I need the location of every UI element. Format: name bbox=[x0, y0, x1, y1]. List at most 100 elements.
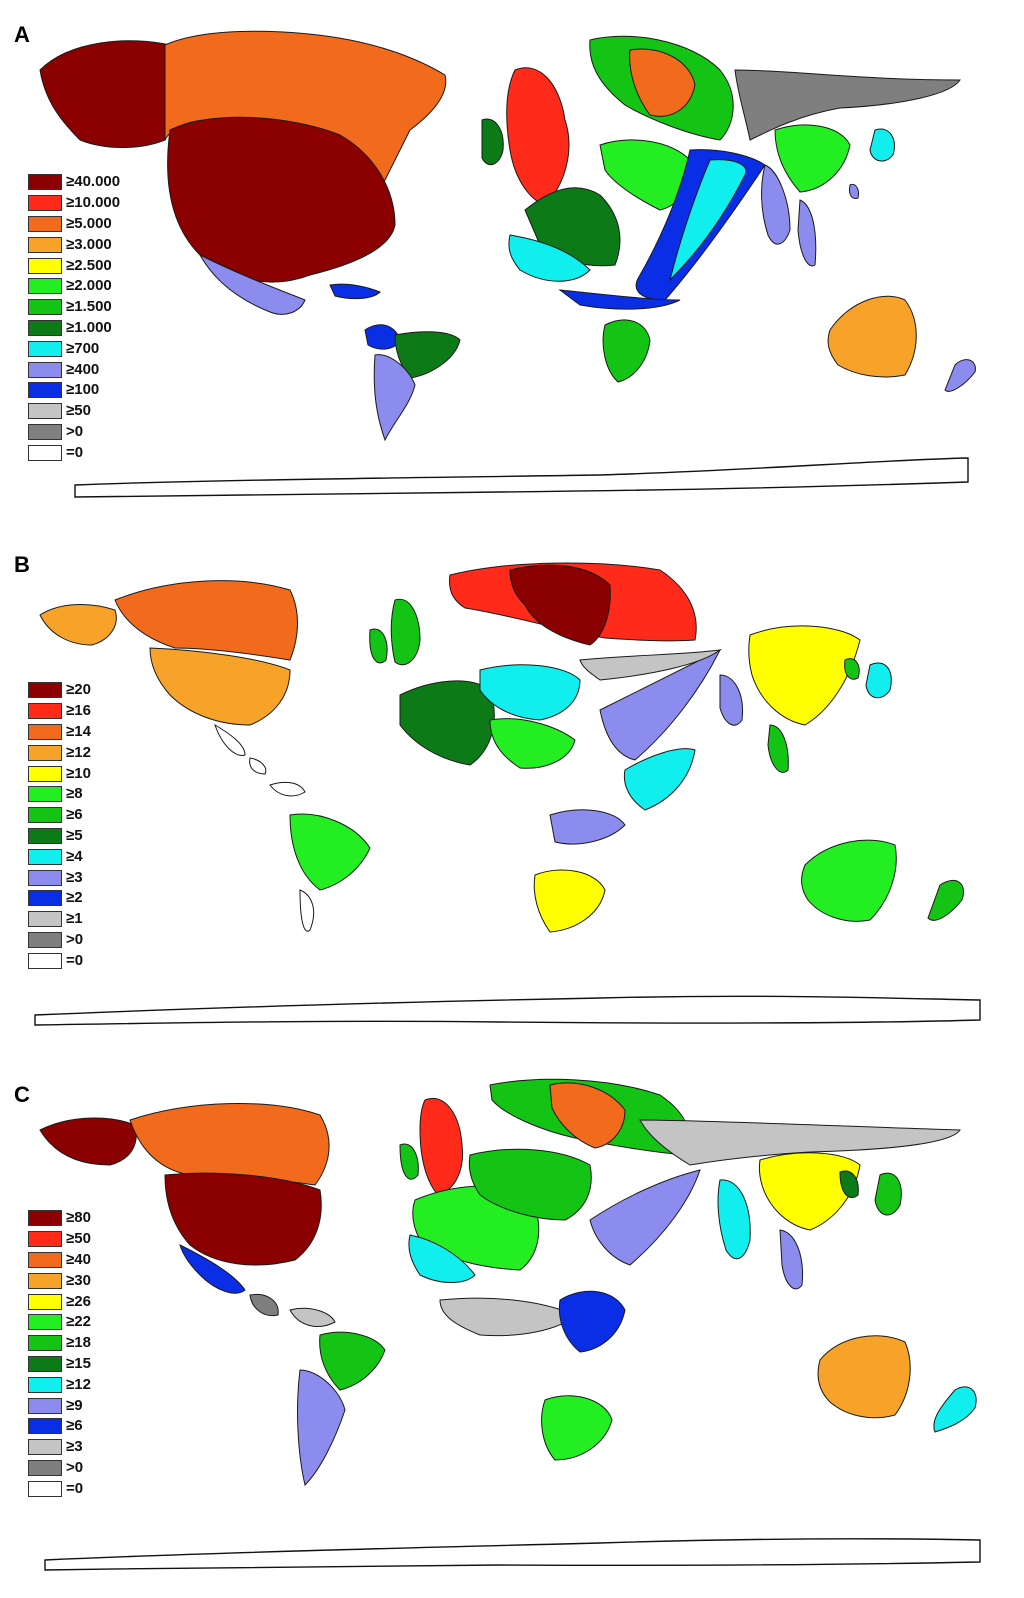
legend-item: ≥10 bbox=[28, 763, 91, 784]
region-europe-central bbox=[479, 664, 581, 721]
map-panel-b: B ≥20 ≥16 ≥14 ≥12 ≥10 ≥8 ≥6 ≥5 ≥4 ≥3 ≥2 ≥1 >0 =0 bbox=[0, 530, 1024, 1060]
legend: ≥20 ≥16 ≥14 ≥12 ≥10 ≥8 ≥6 ≥5 ≥4 ≥3 ≥2 ≥1 >0 =0 bbox=[28, 680, 91, 971]
legend-item: ≥700 bbox=[28, 338, 120, 359]
region-finland bbox=[629, 48, 696, 117]
legend-label: ≥15 bbox=[66, 1354, 91, 1372]
panel-label: B bbox=[14, 552, 30, 577]
region-korea bbox=[839, 1170, 859, 1199]
region-mexico bbox=[214, 723, 246, 756]
legend-swatch bbox=[28, 278, 62, 295]
legend-item: ≥18 bbox=[28, 1333, 91, 1354]
region-south-america-north bbox=[289, 1307, 336, 1327]
region-brazil bbox=[289, 813, 371, 891]
legend: ≥80 ≥50 ≥40 ≥30 ≥26 ≥22 ≥18 ≥15 ≥12 ≥9 ≥6 ≥3 >0 =0 bbox=[28, 1208, 91, 1499]
legend-label: ≥5.000 bbox=[66, 214, 112, 232]
legend-swatch bbox=[28, 827, 62, 844]
legend-swatch bbox=[28, 215, 62, 232]
legend-label: ≥50 bbox=[66, 1230, 91, 1248]
region-southeast-asia bbox=[779, 1229, 804, 1290]
legend-item: ≥1 bbox=[28, 909, 91, 930]
legend-item: ≥12 bbox=[28, 1374, 91, 1395]
region-mexico bbox=[179, 1244, 246, 1294]
legend-swatch bbox=[28, 807, 62, 824]
legend-label: ≥22 bbox=[66, 1313, 91, 1331]
region-uk bbox=[506, 67, 570, 206]
legend-swatch bbox=[28, 236, 62, 253]
legend-label: =0 bbox=[66, 1479, 84, 1497]
legend-swatch bbox=[28, 403, 62, 420]
legend-swatch bbox=[28, 340, 62, 357]
legend-swatch bbox=[28, 723, 62, 740]
legend-swatch bbox=[28, 786, 62, 803]
region-antarctica bbox=[34, 995, 981, 1026]
legend-item: ≥5 bbox=[28, 826, 91, 847]
region-new-zealand bbox=[927, 880, 964, 921]
legend-label: ≥12 bbox=[66, 743, 91, 761]
legend-label: ≥5 bbox=[66, 826, 83, 844]
region-mexico bbox=[198, 253, 306, 315]
legend: ≥40.000 ≥10.000 ≥5.000 ≥3.000 ≥2.500 ≥2.000 ≥1… bbox=[28, 172, 120, 463]
legend-label: ≥2.000 bbox=[66, 277, 112, 295]
legend-item: ≥3 bbox=[28, 1437, 91, 1458]
legend-item: =0 bbox=[28, 950, 91, 971]
region-africa-central bbox=[558, 289, 681, 310]
legend-label: ≥2 bbox=[66, 889, 83, 907]
map-panel-c: C ≥80 ≥50 ≥40 ≥30 ≥26 ≥22 ≥18 ≥15 ≥12 ≥9 ≥6 ≥3 >0 =0 bbox=[0, 1060, 1024, 1598]
region-europe-west bbox=[399, 680, 495, 766]
region-russia-asia bbox=[639, 1119, 961, 1166]
cartogram-map-a bbox=[39, 30, 976, 498]
region-india bbox=[717, 1179, 751, 1260]
region-brazil bbox=[394, 331, 461, 379]
region-south-america-south bbox=[299, 889, 315, 932]
legend-label: ≥10 bbox=[66, 764, 91, 782]
region-antarctica bbox=[74, 457, 969, 498]
legend-label: >0 bbox=[66, 422, 84, 440]
legend-label: ≥100 bbox=[66, 381, 100, 399]
region-new-zealand bbox=[944, 359, 976, 392]
legend-item: ≥15 bbox=[28, 1354, 91, 1375]
legend-label: ≥1 bbox=[66, 910, 83, 928]
legend-label: ≥9 bbox=[66, 1396, 83, 1414]
region-alaska bbox=[39, 604, 117, 646]
legend-swatch bbox=[28, 952, 62, 969]
region-africa-central bbox=[623, 748, 696, 811]
region-australia bbox=[801, 839, 897, 922]
region-southeast-asia bbox=[767, 724, 789, 773]
legend-item: ≥2.500 bbox=[28, 255, 120, 276]
region-japan bbox=[869, 128, 895, 162]
legend-swatch bbox=[28, 703, 62, 720]
region-southeast-asia bbox=[797, 199, 817, 267]
legend-swatch bbox=[28, 382, 62, 399]
legend-item: ≥5.000 bbox=[28, 214, 120, 235]
region-china bbox=[774, 124, 851, 193]
legend-swatch bbox=[28, 1293, 62, 1310]
legend-swatch bbox=[28, 174, 62, 191]
region-india bbox=[719, 674, 744, 726]
legend-label: ≥40.000 bbox=[66, 173, 121, 191]
legend-label: ≥3 bbox=[66, 868, 83, 886]
region-antarctica bbox=[44, 1538, 981, 1571]
legend-label: ≥50 bbox=[66, 402, 91, 420]
region-south-africa bbox=[541, 1395, 613, 1461]
legend-item: ≥22 bbox=[28, 1312, 91, 1333]
legend-swatch bbox=[28, 1210, 62, 1227]
legend-item: =0 bbox=[28, 1478, 91, 1499]
legend-item: ≥1.500 bbox=[28, 297, 120, 318]
map-regions bbox=[39, 30, 976, 498]
legend-item: ≥8 bbox=[28, 784, 91, 805]
region-finland bbox=[549, 1082, 626, 1149]
legend-label: ≥6 bbox=[66, 1417, 83, 1435]
legend-label: ≥12 bbox=[66, 1375, 91, 1393]
panel-label: A bbox=[14, 22, 30, 47]
legend-item: >0 bbox=[28, 422, 120, 443]
legend-swatch bbox=[28, 444, 62, 461]
legend-item: ≥26 bbox=[28, 1291, 91, 1312]
legend-swatch bbox=[28, 1272, 62, 1289]
region-europe-east bbox=[489, 718, 576, 769]
region-europe-east bbox=[508, 234, 591, 282]
legend-label: ≥10.000 bbox=[66, 194, 121, 212]
region-usa bbox=[164, 1172, 322, 1266]
region-brazil bbox=[319, 1331, 386, 1391]
region-uk bbox=[390, 598, 421, 666]
legend-item: ≥14 bbox=[28, 722, 91, 743]
